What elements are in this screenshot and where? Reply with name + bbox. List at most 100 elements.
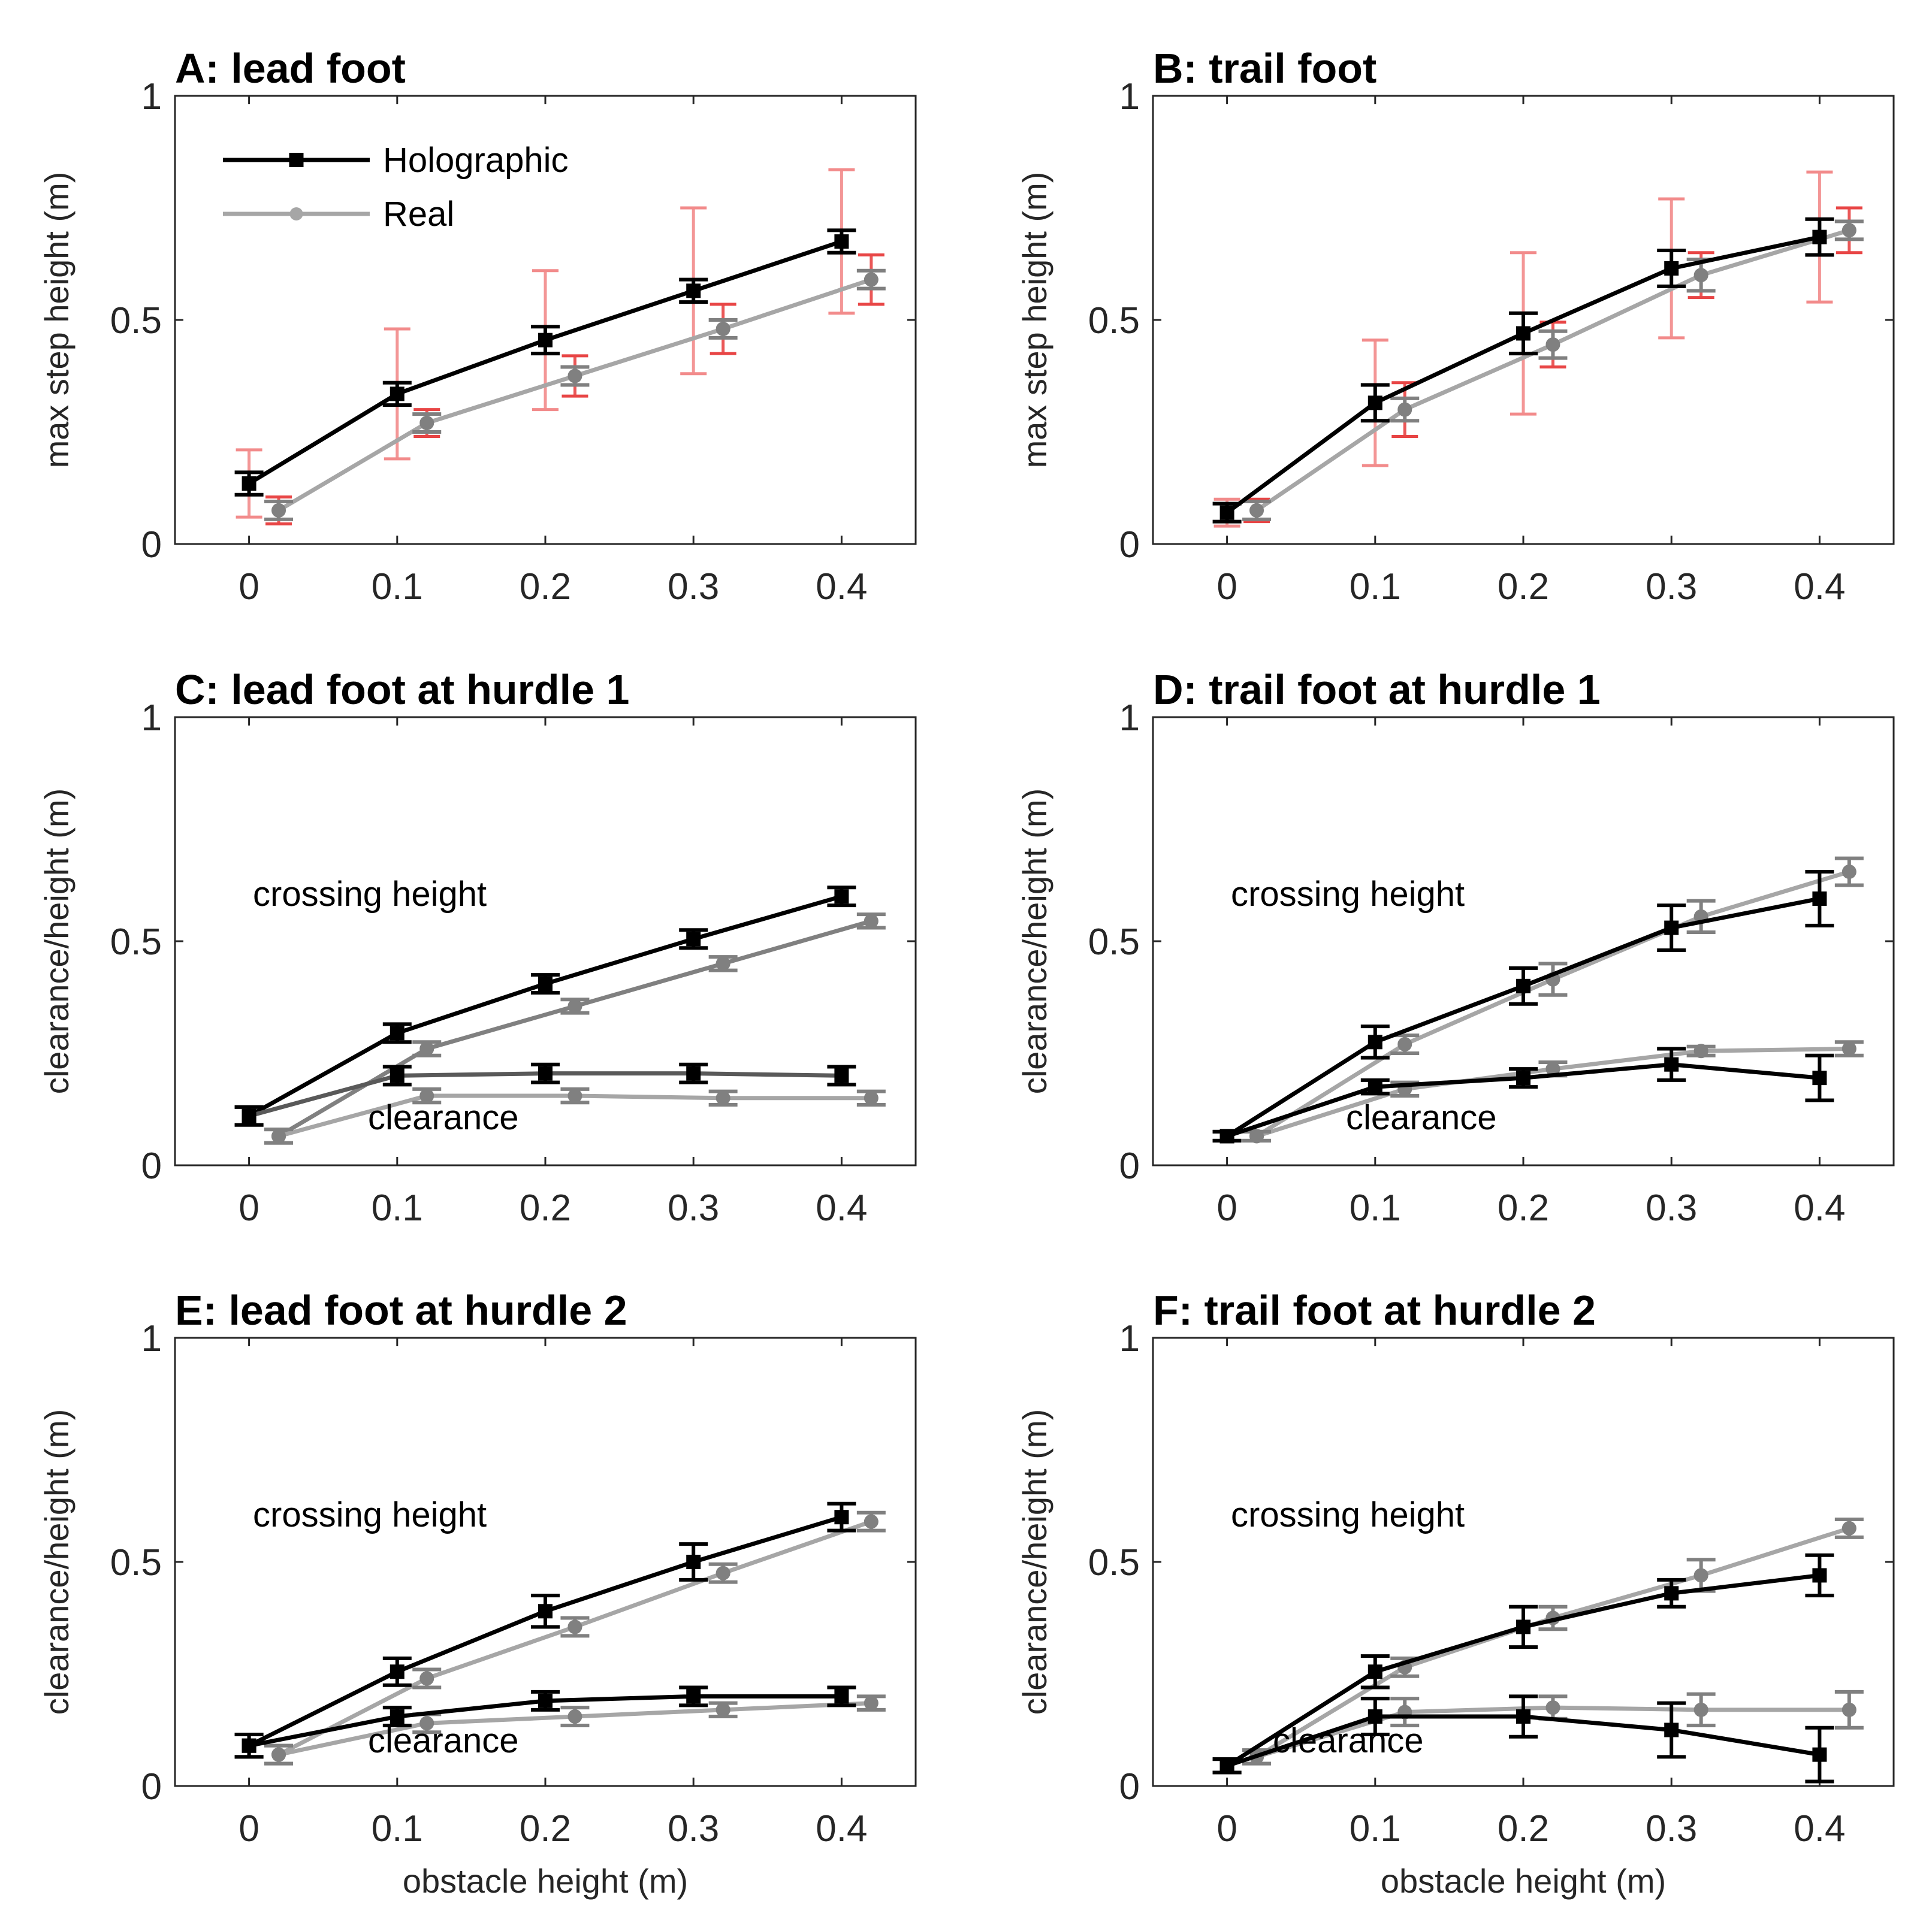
x-tick-label: 0.1 — [372, 1187, 423, 1229]
x-tick-label: 0 — [1216, 566, 1237, 608]
data-point-real — [864, 1514, 879, 1529]
y-tick-label: 1 — [141, 1318, 162, 1359]
panel-title: E: lead foot at hurdle 2 — [175, 1287, 627, 1334]
series-holographic-clearance — [1212, 1047, 1834, 1144]
data-point-real — [864, 914, 879, 929]
data-point-real — [864, 1090, 879, 1105]
legend-label-real: Real — [383, 195, 454, 234]
data-point-real — [567, 1089, 582, 1104]
y-tick-label: 0 — [141, 1766, 162, 1808]
y-tick-label: 0.5 — [1088, 921, 1140, 963]
data-point-holographic — [686, 283, 701, 298]
x-tick-label: 0 — [239, 1187, 259, 1229]
annotation-crossing-height: crossing height — [1231, 1495, 1465, 1534]
data-point-real — [271, 1129, 286, 1144]
series-real-crossing-height — [1242, 1517, 1864, 1766]
data-point-holographic — [1664, 261, 1679, 276]
series-holographic-clearance — [234, 1062, 856, 1127]
legend-marker-holographic — [289, 153, 304, 167]
x-tick-label: 0.1 — [1350, 1187, 1401, 1229]
data-point-holographic — [1516, 1071, 1530, 1086]
y-tick-label: 1 — [141, 76, 162, 117]
y-tick-label: 0 — [1119, 1146, 1140, 1187]
data-point-real — [1842, 865, 1856, 880]
data-point-holographic — [834, 1510, 849, 1525]
data-point-holographic — [1812, 891, 1827, 906]
data-point-holographic — [538, 333, 553, 347]
data-point-holographic — [1664, 920, 1679, 935]
series-real-clearance — [1242, 1690, 1864, 1766]
y-tick-label: 1 — [1119, 76, 1140, 117]
data-point-holographic — [686, 1066, 701, 1081]
data-point-real — [419, 1671, 434, 1686]
data-point-real — [1693, 1702, 1708, 1717]
y-tick-label: 0 — [1119, 1766, 1140, 1808]
data-point-holographic — [1516, 1709, 1530, 1724]
y-axis-label: clearance/height (m) — [38, 788, 76, 1094]
y-tick-label: 0 — [141, 524, 162, 566]
x-tick-label: 0.1 — [1350, 1808, 1401, 1849]
data-point-real — [1842, 223, 1856, 238]
x-tick-label: 0.1 — [1350, 566, 1401, 608]
y-tick-label: 0 — [1119, 524, 1140, 566]
data-point-holographic — [538, 1693, 553, 1708]
annotation-clearance: clearance — [368, 1098, 518, 1137]
data-point-holographic — [1368, 1035, 1382, 1050]
data-point-real — [716, 1566, 730, 1580]
y-tick-label: 0 — [141, 1146, 162, 1187]
data-point-holographic — [686, 1689, 701, 1704]
data-point-holographic — [1516, 1619, 1530, 1634]
axes-box — [1152, 716, 1895, 1166]
panel-title: F: trail foot at hurdle 2 — [1153, 1287, 1596, 1334]
panel-title: A: lead foot — [175, 45, 406, 92]
data-point-holographic — [834, 234, 849, 249]
x-tick-label: 0.4 — [816, 1808, 867, 1849]
data-point-real — [1249, 1129, 1264, 1144]
data-point-holographic — [1368, 395, 1382, 410]
data-point-real — [567, 1619, 582, 1634]
data-point-holographic — [834, 889, 849, 904]
data-point-holographic — [1219, 1129, 1234, 1144]
y-tick-label: 1 — [1119, 697, 1140, 739]
data-point-holographic — [1812, 229, 1827, 244]
panel-D: D: trail foot at hurdle 1 0 0.1 0.2 0.3 0.4 0 0… — [1016, 666, 1895, 1229]
data-point-real — [1545, 337, 1560, 352]
data-point-holographic — [538, 977, 553, 992]
data-point-holographic — [1812, 1071, 1827, 1086]
x-tick-label: 0.4 — [1794, 566, 1845, 608]
legend: Holographic Real — [223, 141, 569, 234]
series-holographic-clearance — [1212, 1694, 1834, 1784]
y-tick-label: 0.5 — [1088, 300, 1140, 342]
series-holographic-crossing-height — [1212, 1553, 1834, 1775]
data-point-holographic — [686, 1555, 701, 1569]
data-point-real — [1693, 268, 1708, 283]
y-tick-label: 0.5 — [110, 1542, 162, 1583]
y-tick-label: 1 — [141, 697, 162, 739]
data-point-holographic — [1664, 1586, 1679, 1601]
data-point-real — [567, 368, 582, 383]
series-real-main — [264, 268, 886, 521]
data-point-holographic — [390, 1068, 404, 1083]
data-point-holographic — [834, 1068, 849, 1083]
annotation-clearance: clearance — [1273, 1721, 1423, 1760]
data-point-real — [1842, 1702, 1856, 1717]
data-point-real — [567, 1709, 582, 1724]
data-point-real — [1842, 1521, 1856, 1536]
series-real-clearance — [264, 1087, 886, 1145]
data-point-real — [864, 272, 879, 287]
data-point-real — [419, 1041, 434, 1056]
x-tick-label: 0.3 — [1646, 1187, 1697, 1229]
data-point-real — [864, 1696, 879, 1711]
data-point-real — [1249, 503, 1264, 518]
data-point-holographic — [1516, 326, 1530, 341]
x-tick-label: 0 — [239, 1808, 259, 1849]
data-point-holographic — [242, 1108, 256, 1123]
x-tick-label: 0 — [1216, 1187, 1237, 1229]
data-point-holographic — [1219, 1758, 1234, 1773]
x-tick-label: 0.2 — [1498, 1808, 1549, 1849]
panel-A: A: lead foot 0 0.1 0.2 0.3 0.4 0 0.5 1 max step h… — [38, 45, 917, 608]
x-tick-label: 0.1 — [372, 566, 423, 608]
data-point-holographic — [1664, 1722, 1679, 1737]
x-tick-label: 0.2 — [520, 1808, 571, 1849]
